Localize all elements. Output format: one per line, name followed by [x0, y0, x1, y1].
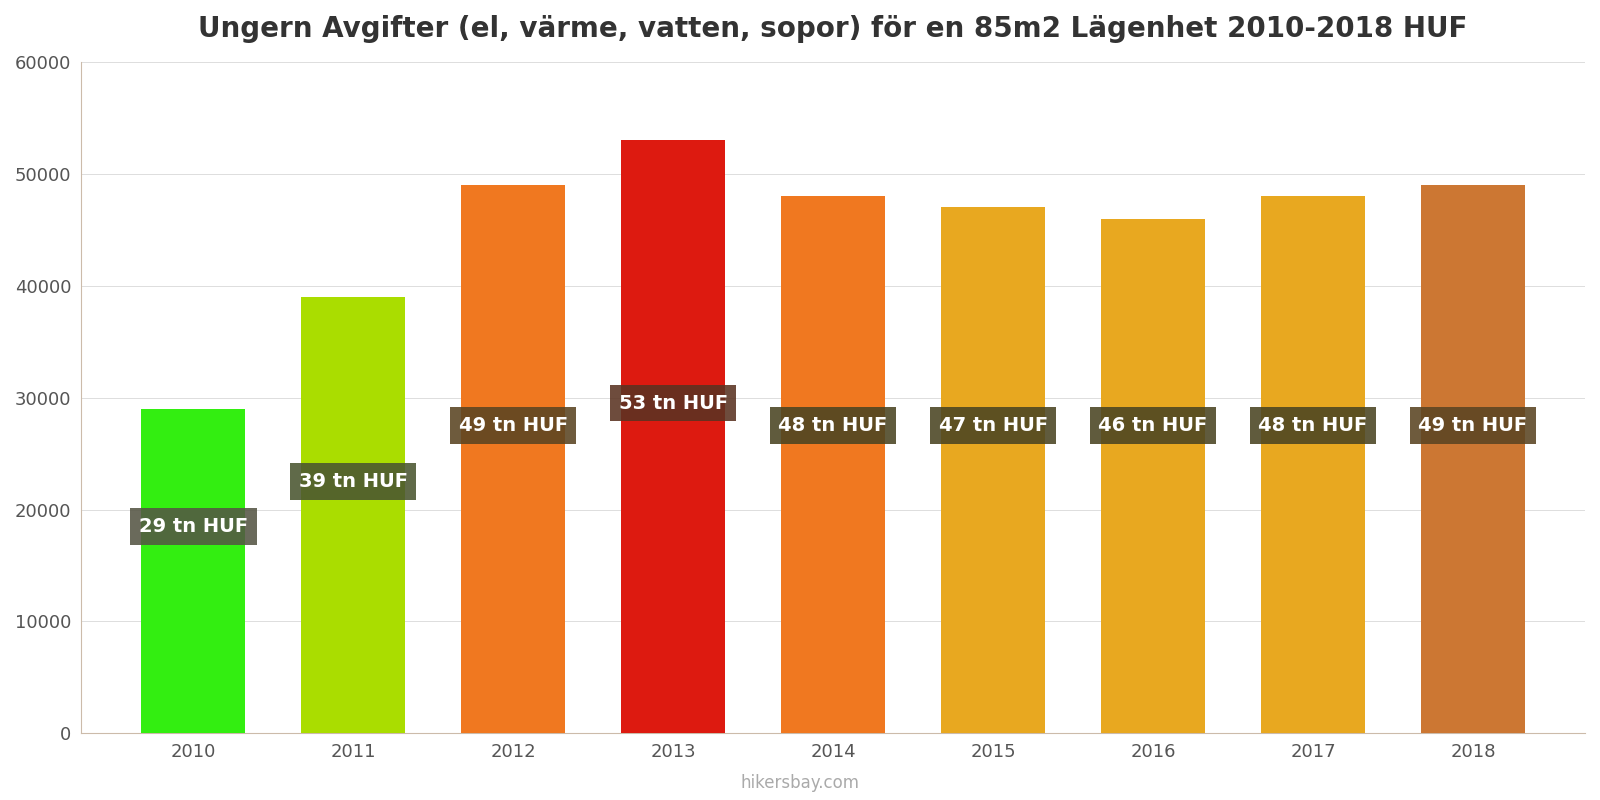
Text: 48 tn HUF: 48 tn HUF — [779, 416, 888, 435]
Text: 49 tn HUF: 49 tn HUF — [1419, 416, 1528, 435]
Bar — [621, 140, 725, 734]
Text: 53 tn HUF: 53 tn HUF — [619, 394, 728, 413]
Text: hikersbay.com: hikersbay.com — [741, 774, 859, 792]
Bar — [461, 185, 565, 734]
Bar — [141, 409, 245, 734]
Bar — [941, 207, 1045, 734]
Bar — [781, 196, 885, 734]
Bar — [1261, 196, 1365, 734]
Text: 48 tn HUF: 48 tn HUF — [1259, 416, 1368, 435]
Bar — [301, 297, 405, 734]
Text: 47 tn HUF: 47 tn HUF — [939, 416, 1048, 435]
Title: Ungern Avgifter (el, värme, vatten, sopor) för en 85m2 Lägenhet 2010-2018 HUF: Ungern Avgifter (el, värme, vatten, sopo… — [198, 15, 1467, 43]
Text: 39 tn HUF: 39 tn HUF — [299, 472, 408, 491]
Text: 49 tn HUF: 49 tn HUF — [459, 416, 568, 435]
Bar — [1101, 218, 1205, 734]
Bar — [1421, 185, 1525, 734]
Text: 46 tn HUF: 46 tn HUF — [1099, 416, 1208, 435]
Text: 29 tn HUF: 29 tn HUF — [139, 517, 248, 536]
